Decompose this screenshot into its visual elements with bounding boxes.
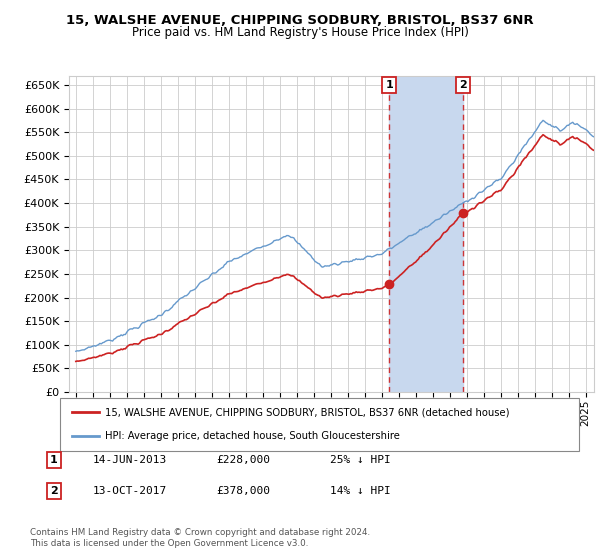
Text: 1: 1 — [50, 455, 58, 465]
Text: 14-JUN-2013: 14-JUN-2013 — [93, 455, 167, 465]
Text: Contains HM Land Registry data © Crown copyright and database right 2024.
This d: Contains HM Land Registry data © Crown c… — [30, 528, 370, 548]
Text: HPI: Average price, detached house, South Gloucestershire: HPI: Average price, detached house, Sout… — [105, 431, 400, 441]
Text: 25% ↓ HPI: 25% ↓ HPI — [330, 455, 391, 465]
Text: 15, WALSHE AVENUE, CHIPPING SODBURY, BRISTOL, BS37 6NR (detached house): 15, WALSHE AVENUE, CHIPPING SODBURY, BRI… — [105, 408, 509, 418]
Bar — [389, 76, 463, 392]
Text: 2: 2 — [459, 80, 467, 90]
Text: 1: 1 — [385, 80, 393, 90]
Text: £378,000: £378,000 — [216, 486, 270, 496]
Text: 14% ↓ HPI: 14% ↓ HPI — [330, 486, 391, 496]
Text: Price paid vs. HM Land Registry's House Price Index (HPI): Price paid vs. HM Land Registry's House … — [131, 26, 469, 39]
Text: 13-OCT-2017: 13-OCT-2017 — [93, 486, 167, 496]
Text: £228,000: £228,000 — [216, 455, 270, 465]
Text: 15, WALSHE AVENUE, CHIPPING SODBURY, BRISTOL, BS37 6NR: 15, WALSHE AVENUE, CHIPPING SODBURY, BRI… — [66, 14, 534, 27]
Text: 2: 2 — [50, 486, 58, 496]
